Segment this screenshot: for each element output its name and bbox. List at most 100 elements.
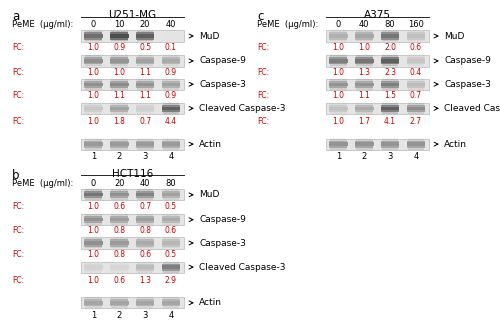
Bar [330,86,347,90]
Text: 0.9: 0.9 [113,43,126,52]
Bar [162,218,180,221]
Bar [408,148,424,151]
Bar [330,110,347,114]
Bar [382,112,398,116]
Bar [84,57,102,61]
Bar [110,301,128,305]
Bar [80,297,184,308]
Text: 1.0: 1.0 [358,43,370,52]
Text: 1.3: 1.3 [139,276,151,285]
Bar [381,143,400,146]
Bar [162,301,180,305]
Bar [162,197,180,200]
Bar [330,85,347,88]
Bar [162,146,180,150]
Text: 1.1: 1.1 [114,91,125,100]
Bar [84,267,102,271]
Text: 1.0: 1.0 [332,91,344,100]
Bar [162,34,180,38]
Bar [137,137,153,140]
Bar [381,109,399,112]
Bar [84,263,102,267]
Bar [86,295,102,299]
Text: 2.7: 2.7 [410,117,422,126]
Bar [408,112,424,116]
Bar [111,297,128,301]
Text: 0: 0 [91,20,96,29]
Text: 1.0: 1.0 [88,250,100,259]
Text: Cleaved Caspase-3: Cleaved Caspase-3 [199,104,286,113]
Text: 0.8: 0.8 [139,226,151,235]
Bar [162,109,180,112]
Bar [111,214,128,218]
Bar [382,54,398,57]
Bar [86,199,102,202]
Bar [111,79,128,82]
Bar [162,55,180,59]
Bar [162,79,180,82]
Bar [85,55,102,59]
Bar [85,103,102,106]
Bar [136,301,154,305]
Bar [330,103,347,106]
Text: 4: 4 [168,311,173,320]
Bar [111,222,128,225]
Bar [84,143,102,146]
Bar [137,305,154,308]
Bar [330,88,346,91]
Bar [84,241,102,245]
Bar [162,30,180,34]
Bar [356,81,373,84]
Bar [162,305,180,308]
Bar [85,30,102,34]
Bar [137,29,153,32]
Bar [137,214,154,218]
Text: 0.6: 0.6 [165,226,177,235]
Bar [408,65,424,68]
Bar [84,59,102,63]
Bar [163,77,179,80]
Bar [162,269,180,272]
Bar [162,239,180,243]
Bar [84,144,102,148]
Bar [382,65,398,68]
Text: 2.3: 2.3 [384,68,396,76]
Bar [110,193,128,196]
Bar [162,38,180,41]
Text: MuD: MuD [199,190,220,199]
Text: 0.9: 0.9 [165,68,177,76]
Bar [162,63,180,66]
Bar [162,191,180,195]
Bar [163,213,179,216]
Bar [85,197,102,200]
Text: 80: 80 [385,20,396,29]
Bar [381,36,399,40]
Bar [136,267,154,271]
Text: 1.5: 1.5 [384,91,396,100]
Bar [137,213,153,216]
Text: FC:: FC: [12,117,24,126]
Bar [330,55,347,59]
Bar [406,83,426,86]
Bar [112,260,128,263]
Bar [137,297,154,301]
Bar [356,61,373,64]
Bar [84,265,102,269]
Bar [137,40,153,43]
Bar [136,57,154,61]
Bar [136,85,154,88]
Bar [381,61,399,64]
Bar [110,59,128,63]
Bar [356,30,372,34]
Text: 4: 4 [414,152,418,161]
Bar [330,139,347,142]
Bar [162,214,180,218]
Bar [84,191,102,195]
Bar [162,303,180,307]
Bar [356,57,373,61]
Bar [162,243,180,247]
Text: 1.0: 1.0 [88,276,100,285]
Bar [110,218,128,221]
Bar [110,36,128,40]
Bar [136,109,154,112]
